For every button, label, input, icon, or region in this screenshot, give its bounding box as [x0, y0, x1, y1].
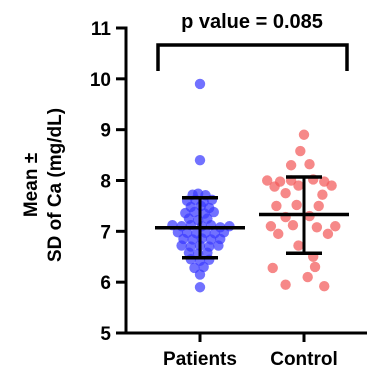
data-points: [167, 78, 341, 293]
y-tick-label: 8: [100, 172, 111, 193]
y-axis-title: Mean ± SD of Ca (mg/dL): [21, 108, 66, 262]
data-point: [304, 159, 315, 170]
data-point: [280, 188, 291, 199]
data-point: [309, 261, 321, 273]
data-point: [265, 221, 277, 232]
data-point: [293, 180, 304, 191]
data-point: [291, 199, 302, 211]
significance-annotation: p value = 0.085: [156, 11, 349, 71]
data-point: [208, 206, 219, 218]
x-axis: Patients Control: [124, 331, 367, 370]
y-axis-title-line2: SD of Ca (mg/dL): [45, 108, 66, 262]
data-point: [287, 220, 299, 231]
data-point: [319, 281, 330, 292]
data-point: [267, 262, 278, 274]
y-tick-label: 10: [90, 70, 111, 91]
data-point: [176, 240, 187, 251]
x-tick-label: Patients: [163, 349, 237, 370]
data-point: [311, 222, 323, 233]
data-point: [273, 228, 284, 240]
data-point: [194, 269, 206, 280]
data-point: [269, 181, 280, 192]
data-point: [285, 160, 297, 171]
y-axis-title-line1: Mean ±: [21, 153, 42, 217]
data-point: [326, 180, 337, 191]
x-tick-label: Control: [270, 349, 338, 370]
data-point: [293, 240, 304, 251]
data-point: [330, 221, 341, 232]
significance-bracket: [156, 43, 349, 71]
data-point: [280, 279, 291, 290]
data-point: [298, 129, 310, 140]
data-point: [262, 175, 273, 186]
p-value-label: p value = 0.085: [181, 11, 323, 33]
data-point: [213, 240, 224, 251]
data-point: [295, 145, 306, 157]
mean-sd-bars: [155, 175, 349, 260]
data-point: [194, 154, 206, 166]
y-tick-label: 9: [100, 121, 111, 142]
y-tick-label: 5: [100, 324, 111, 345]
data-point: [271, 200, 282, 212]
data-point: [317, 189, 328, 200]
data-point: [302, 271, 313, 283]
y-tick-label: 11: [91, 19, 112, 40]
data-point: [313, 200, 324, 212]
data-point: [322, 228, 334, 240]
y-axis: 5 6 7 8 9 10 11: [90, 19, 128, 345]
y-tick-label: 6: [100, 273, 111, 294]
y-tick-label: 7: [100, 222, 111, 243]
data-point: [194, 78, 206, 90]
data-point: [194, 282, 206, 293]
